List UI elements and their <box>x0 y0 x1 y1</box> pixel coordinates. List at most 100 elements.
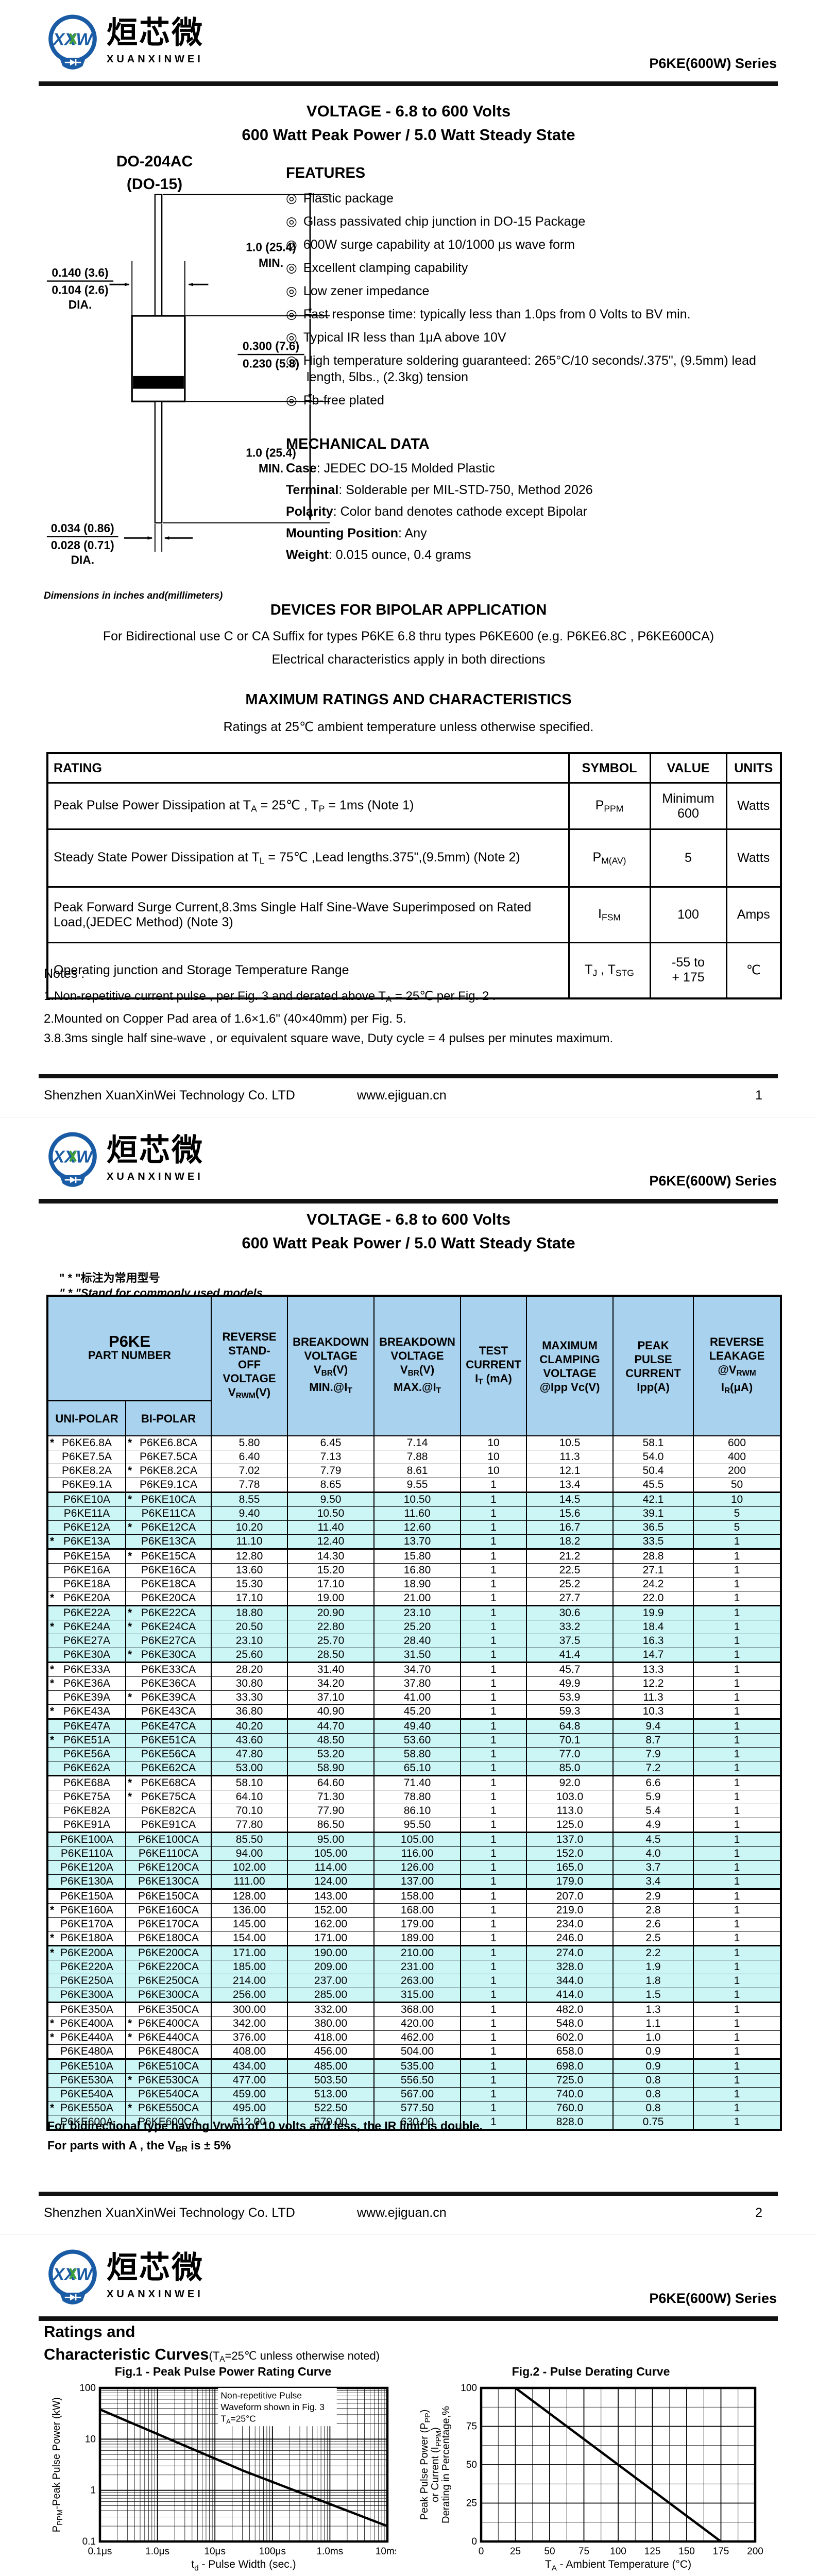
value-cell: 548.0 <box>526 2016 614 2031</box>
value-cell: 171.00 <box>287 1931 375 1946</box>
x-tick-label: 0 <box>479 2546 484 2557</box>
col-reverse-leakage: REVERSE LEAKAGE @VRWM IR(μA) <box>693 1295 782 1436</box>
bi-polar-part: * P6KE8.2CA <box>125 1464 212 1478</box>
uni-polar-part: * P6KE180A <box>47 1931 126 1946</box>
common-model-star: * <box>50 1677 55 1689</box>
value-cell: 49.40 <box>373 1718 462 1734</box>
value-cell: 1 <box>460 1832 527 1847</box>
part-row: P6KE62A P6KE62CA 53.00 58.90 65.10 1 85.0 7.2 1 <box>47 1761 782 1776</box>
value-cell: 1 <box>693 1804 782 1818</box>
value-cell: 11.60 <box>373 1506 462 1521</box>
value-cell: 53.60 <box>373 1733 462 1748</box>
value-cell: 36.80 <box>211 1704 288 1719</box>
value-cell: 86.10 <box>373 1804 462 1818</box>
x-tick-label: 175 <box>713 2546 729 2557</box>
value-cell: 125.0 <box>526 1818 614 1833</box>
value-cell: 0.8 <box>612 2073 694 2088</box>
bi-polar-part: P6KE130CA <box>125 1874 212 1889</box>
uni-polar-part: P6KE91A <box>47 1818 126 1833</box>
value-cell: 1 <box>693 1662 782 1677</box>
value-cell: 602.0 <box>526 2030 614 2045</box>
value-cell: 6.6 <box>612 1775 694 1790</box>
y-axis-label: Peak Pulse Power (PPP) <box>419 2410 432 2520</box>
uni-polar-part: P6KE56A <box>47 1747 126 1761</box>
value-cell: 16.7 <box>526 1520 614 1535</box>
x-tick-label: 25 <box>510 2546 521 2557</box>
part-row: P6KE27A P6KE27CA 23.10 25.70 28.40 1 37.5 16.3 1 <box>47 1634 782 1648</box>
dim-lead-dia-max: 0.034 (0.86) <box>51 521 114 535</box>
bi-polar-part: * P6KE30CA <box>125 1648 212 1663</box>
top-lead <box>154 194 163 317</box>
value-cell: 58.90 <box>287 1761 375 1776</box>
value-cell: 78.80 <box>373 1790 462 1804</box>
value-cell: 10.50 <box>373 1492 462 1507</box>
col-test-current: TEST CURRENT IT (mA) <box>460 1295 527 1436</box>
value-cell: 11.10 <box>211 1534 288 1549</box>
value-cell: 70.1 <box>526 1733 614 1748</box>
value-cell: 274.0 <box>526 1945 614 1960</box>
common-model-star: * <box>50 1734 55 1746</box>
value-cell: 16.80 <box>373 1563 462 1578</box>
table-footnote-1: For bidirectional type having Vrwm of 10… <box>47 2119 483 2132</box>
bipolar-line1: For Bidirectional use C or CA Suffix for… <box>103 629 714 643</box>
feature-item: ◎ Pb-free plated <box>286 393 384 408</box>
value-cell: 5.4 <box>612 1804 694 1818</box>
y-tick-label: 25 <box>466 2498 477 2509</box>
common-model-star: * <box>128 2018 132 2029</box>
value-cell: 92.0 <box>526 1775 614 1790</box>
value-cell: 1 <box>693 1747 782 1761</box>
uni-polar-part: P6KE530A <box>47 2073 126 2088</box>
value-cell: 20.50 <box>211 1620 288 1634</box>
uni-polar-part: P6KE300A <box>47 1988 126 2003</box>
uni-polar-part: P6KE250A <box>47 1974 126 1988</box>
table-row: Operating junction and Storage Temperatu… <box>46 942 782 999</box>
value-cell: 5.80 <box>211 1435 288 1450</box>
value-cell: 1 <box>460 1520 527 1535</box>
value-cell: 1 <box>693 1704 782 1719</box>
value-cell: 6.45 <box>287 1435 375 1450</box>
uni-polar-part: P6KE39A <box>47 1690 126 1705</box>
part-row: P6KE18A P6KE18CA 15.30 17.10 18.90 1 25.2 24.2 1 <box>47 1577 782 1591</box>
uni-polar-part: P6KE10A <box>47 1492 126 1507</box>
footer-website: www.ejiguan.cn <box>357 1088 447 1103</box>
uni-polar-part: P6KE16A <box>47 1563 126 1578</box>
bi-polar-part: P6KE250CA <box>125 1974 212 1988</box>
bi-polar-part: * P6KE530CA <box>125 2073 212 2088</box>
bullet-icon: ◎ <box>286 191 297 206</box>
value-cell: 30.80 <box>211 1676 288 1691</box>
uni-polar-part: P6KE15A <box>47 1548 126 1564</box>
mech-terminal: Terminal: Solderable per MIL-STD-750, Me… <box>286 483 593 497</box>
uni-polar-part: P6KE47A <box>47 1718 126 1734</box>
x-tick-label: 200 <box>747 2546 763 2557</box>
figure-fig1: Fig.1 - Peak Pulse Power Rating Curve 0.… <box>50 2365 396 2572</box>
footer-company: Shenzhen XuanXinWei Technology Co. LTD <box>44 1088 295 1103</box>
part-row: * P6KE24A * P6KE24CA 20.50 22.80 25.20 1 33.2 18.… <box>47 1620 782 1634</box>
bi-polar-part: P6KE51CA <box>125 1733 212 1748</box>
value-cell: 658.0 <box>526 2044 614 2059</box>
bi-polar-part: P6KE47CA <box>125 1718 212 1734</box>
value-cell: 1 <box>693 1888 782 1904</box>
value-cell: 434.00 <box>211 2058 288 2074</box>
note-3: 3.8.3ms single half sine-wave , or equiv… <box>44 1031 614 1046</box>
value-cell: 54.0 <box>612 1450 694 1464</box>
uni-polar-part: P6KE12A <box>47 1520 126 1535</box>
value-cell: 137.0 <box>526 1832 614 1847</box>
x-tick-label: 1.0ms <box>317 2546 344 2557</box>
value-cell: 44.70 <box>287 1718 375 1734</box>
value-cell: 77.0 <box>526 1747 614 1761</box>
value-cell: 1 <box>693 1931 782 1946</box>
uni-polar-part: P6KE75A <box>47 1790 126 1804</box>
x-tick-label: 125 <box>644 2546 661 2557</box>
value-cell: 8.7 <box>612 1733 694 1748</box>
value-cell: 1 <box>460 1534 527 1549</box>
notes-section: Notes : 1.Non-repetitive current pulse ,… <box>44 967 780 1048</box>
common-model-star: * <box>128 1465 132 1477</box>
value-cell: 1 <box>460 1548 527 1564</box>
bi-polar-part: P6KE540CA <box>125 2087 212 2102</box>
value-cell: 58.80 <box>373 1747 462 1761</box>
package-caption: Dimensions in inches and(millimeters) <box>44 590 223 601</box>
bullet-icon: ◎ <box>286 353 297 368</box>
figure-annotation: TA=25°C <box>220 2413 256 2425</box>
value-cell: 10.20 <box>211 1520 288 1535</box>
col-uni-polar: UNI-POLAR <box>47 1400 126 1436</box>
